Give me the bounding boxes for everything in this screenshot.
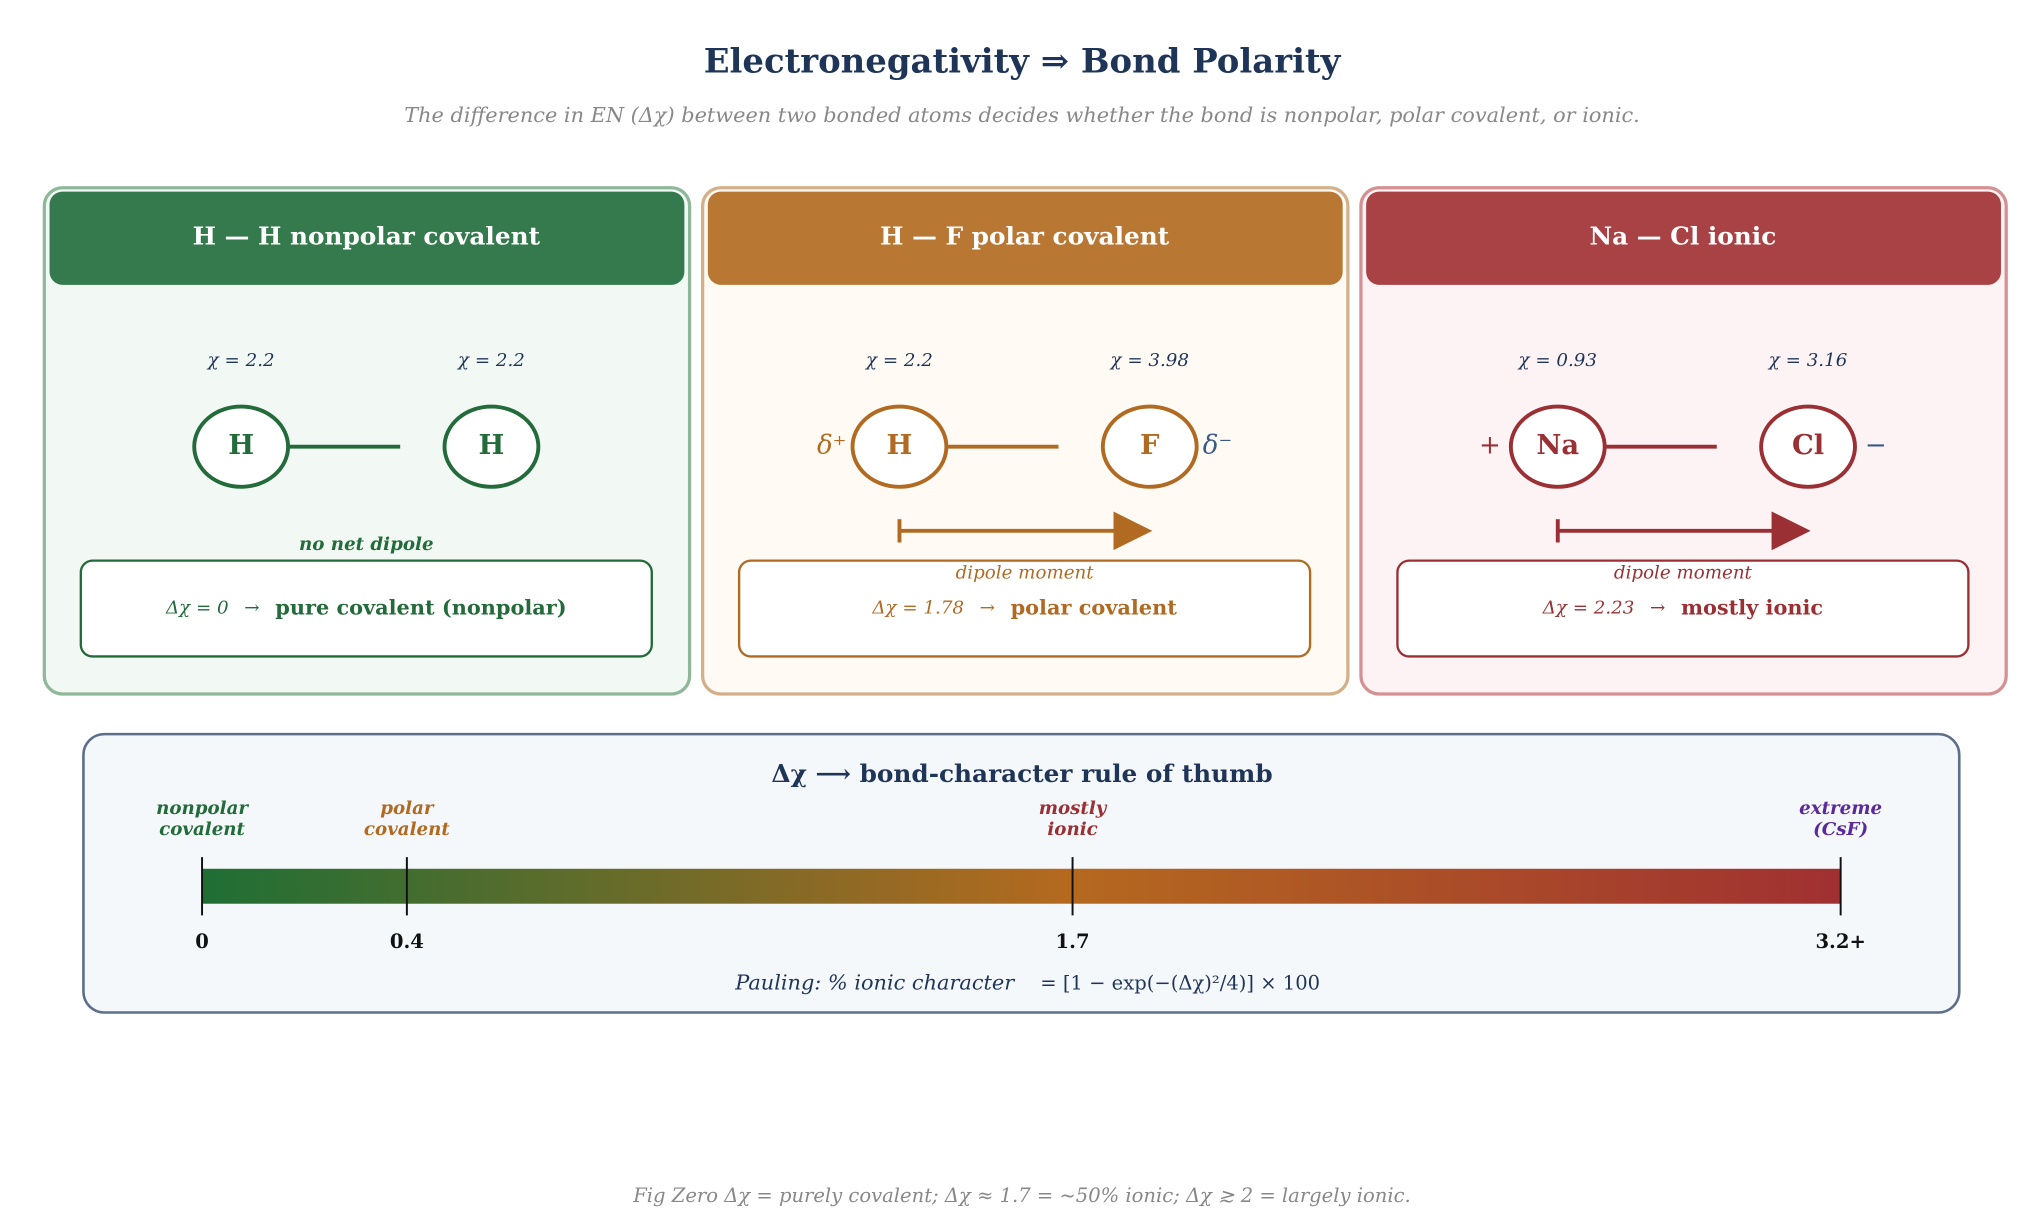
en-label: χ = 3.16 [1767, 350, 1848, 371]
scale-ticks: 0nonpolarcovalent0.4polarcovalent1.7most… [156, 798, 1882, 953]
zone-name: nonpolar [156, 798, 249, 819]
zone-name: mostly [1039, 798, 1108, 819]
delta: Δχ = 1.78 [871, 598, 964, 619]
charge: − [1865, 431, 1887, 461]
arrow: → [244, 598, 259, 619]
panel-header [707, 191, 1343, 285]
zone-name: covalent [364, 819, 450, 840]
charge: + [1479, 431, 1501, 461]
result-box [1396, 559, 1970, 658]
atom-symbol: H [228, 429, 254, 461]
panel-header [1366, 191, 2001, 285]
atom [1759, 404, 1857, 489]
title: Electronegativity ⇒ Bond Polarity [704, 41, 1342, 81]
atom [442, 404, 541, 489]
result-text: polar covalent [1011, 594, 1178, 619]
atom-symbol: Na [1536, 429, 1579, 461]
zone-name: ionic [1047, 819, 1097, 840]
en-label: χ = 2.2 [864, 350, 933, 371]
result-text: mostly ionic [1681, 594, 1823, 619]
atom-symbol: H [887, 429, 913, 461]
tick-label: 3.2+ [1815, 930, 1865, 953]
result-box [79, 559, 653, 658]
tick-label: 1.7 [1056, 930, 1090, 953]
scale-bar [202, 868, 1841, 904]
delta: Δχ = 0 [165, 598, 229, 619]
subtitle: The difference in EN (Δχ) between two bo… [404, 103, 1640, 127]
result: Δχ = 0 → pure covalent (nonpolar) [165, 594, 567, 619]
panel-title: H — F polar covalent [880, 222, 1170, 251]
panels: H — H nonpolar covalent χ = 2.2 Hχ = 2.2 Hn… [42, 186, 2008, 696]
note: no net dipole [299, 534, 434, 555]
atom-symbol: H [479, 429, 505, 461]
zone-name: extreme [1799, 798, 1882, 819]
scale-title: Δχ ⟶ bond-character rule of thumb [771, 759, 1272, 788]
zone-name: polar [380, 798, 435, 819]
atom-symbol: F [1140, 429, 1159, 461]
result: Δχ = 2.23 → mostly ionic [1542, 594, 1823, 619]
panel: H — F polar covalent χ = 2.2 Hδ⁺ χ = 3.98 F δ… [700, 186, 1350, 696]
panel-title: Na — Cl ionic [1590, 222, 1777, 251]
arrow: → [980, 598, 995, 619]
en-label: χ = 2.2 [456, 350, 525, 371]
result: Δχ = 1.78 → polar covalent [871, 594, 1177, 619]
result-box [737, 559, 1312, 658]
en-label: χ = 0.93 [1516, 350, 1597, 371]
note: dipole moment [1614, 563, 1753, 584]
panel-title: H — H nonpolar covalent [193, 222, 541, 251]
panel: H — H nonpolar covalent χ = 2.2 Hχ = 2.2 Hn… [42, 186, 692, 696]
note: dipole moment [956, 563, 1095, 584]
charge: δ⁺ [817, 431, 846, 461]
delta: Δχ = 2.23 [1542, 598, 1635, 619]
result-text: pure covalent (nonpolar) [275, 594, 566, 619]
tick-label: 0 [195, 930, 209, 953]
tick-label: 0.4 [390, 930, 424, 953]
charge: δ⁻ [1203, 431, 1232, 461]
formula-label: Pauling: % ionic character [734, 971, 1015, 995]
en-label: χ = 3.98 [1108, 350, 1189, 371]
atom [1508, 404, 1607, 489]
panel-header [49, 191, 685, 285]
zone-name: (CsF) [1813, 819, 1868, 840]
atom [192, 404, 291, 489]
atom [1100, 404, 1199, 489]
zone-name: covalent [159, 819, 245, 840]
panel: Na — Cl ionic χ = 0.93 Na + χ = 3.16 Cl − dipol… [1359, 186, 2008, 696]
arrow: → [1650, 598, 1665, 619]
caption: Fig Zero Δχ = purely covalent; Δχ ≈ 1.7 … [632, 1184, 1410, 1207]
en-label: χ = 2.2 [206, 350, 275, 371]
formula: = [1 − exp(−(Δχ)²/4)] × 100 [1040, 972, 1320, 995]
atom [850, 404, 949, 489]
atom-symbol: Cl [1792, 429, 1824, 461]
